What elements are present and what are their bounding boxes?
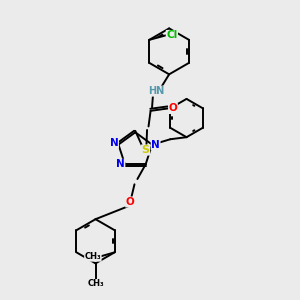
Text: CH₃: CH₃: [85, 252, 101, 261]
Text: S: S: [142, 145, 150, 155]
Text: N: N: [116, 159, 125, 169]
Text: CH₃: CH₃: [87, 280, 104, 289]
Text: O: O: [126, 197, 134, 207]
Text: N: N: [151, 140, 160, 149]
Text: HN: HN: [148, 86, 164, 96]
Text: Cl: Cl: [166, 31, 178, 40]
Text: N: N: [110, 138, 118, 148]
Text: O: O: [169, 103, 177, 113]
